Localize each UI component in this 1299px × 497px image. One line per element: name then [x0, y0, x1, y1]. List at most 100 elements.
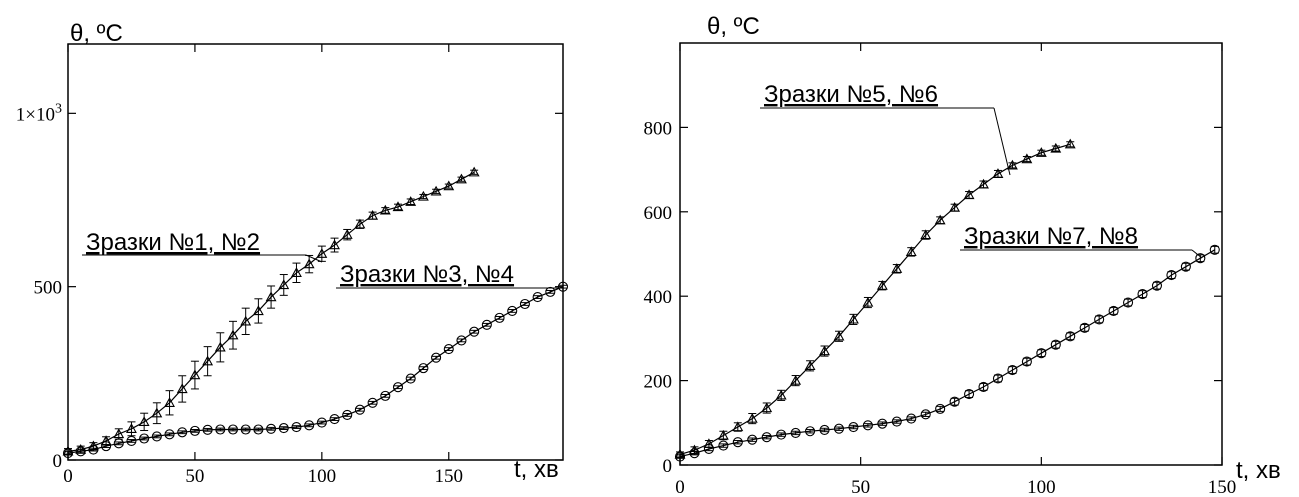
chart-right: θ, ºC t, хв 0 200 400 600 800 0 50 100 150 Зраз…	[644, 13, 1281, 497]
data-point-triangle	[1035, 147, 1047, 157]
data-point-circle	[291, 422, 302, 433]
data-point-circle	[964, 389, 975, 400]
data-point-circle	[1036, 348, 1047, 359]
data-point-circle	[113, 438, 124, 449]
data-point-circle	[747, 434, 758, 445]
data-point-circle	[557, 281, 569, 292]
data-point-circle	[877, 418, 888, 429]
x-tick-label: 100	[1027, 477, 1056, 497]
annotation-pointer-5-6	[993, 107, 1011, 176]
chart-left: θ, ºC t, хв 0 500 1×103 0 50 100 150 Зразки №…	[16, 20, 569, 487]
y-tick-label: 0	[53, 451, 63, 472]
data-point-circle	[848, 421, 859, 433]
data-point-circle	[75, 446, 86, 457]
data-point-circle	[1007, 364, 1018, 376]
data-point-triangle	[833, 330, 845, 341]
data-point-triangle	[430, 185, 442, 196]
annotation-samples-1-2: Зразки №1, №2	[86, 229, 260, 256]
data-point-circle	[304, 420, 315, 431]
data-point-triangle	[804, 360, 816, 370]
data-point-triangle	[920, 229, 932, 240]
x-tick-label: 150	[435, 466, 464, 487]
data-point-circle	[790, 427, 801, 438]
data-point-triangle	[291, 267, 302, 277]
data-point-circle	[906, 413, 917, 424]
data-point-triangle	[443, 180, 455, 191]
series-line	[679, 143, 1071, 455]
data-point-triangle	[113, 428, 125, 439]
data-point-circle	[732, 437, 743, 448]
data-point-circle	[920, 409, 931, 420]
data-point-circle	[354, 404, 365, 415]
data-point-triangle	[732, 421, 744, 432]
y-tick-label: 200	[644, 372, 673, 393]
data-point-circle	[1180, 261, 1191, 272]
series-line	[679, 249, 1216, 458]
data-point-circle	[392, 382, 404, 393]
data-point-triangle	[405, 196, 417, 206]
data-point-triangle	[775, 389, 787, 400]
data-point-circle	[1166, 270, 1177, 281]
data-point-triangle	[189, 369, 201, 380]
data-point-circle	[1021, 356, 1032, 367]
series-left	[62, 166, 569, 459]
data-point-triangle	[240, 315, 252, 326]
data-point-triangle	[252, 305, 264, 316]
data-point-triangle	[126, 423, 137, 433]
y-tick-label: 400	[644, 287, 673, 308]
y-ticks-right: 0 200 400 600 800	[644, 118, 1222, 477]
data-point-triangle	[392, 201, 404, 212]
data-point-triangle	[1006, 159, 1018, 170]
data-point-circle	[215, 424, 226, 435]
series-line	[67, 171, 475, 452]
data-point-circle	[151, 431, 162, 442]
data-point-triangle	[819, 345, 830, 356]
data-point-triangle	[265, 291, 277, 302]
data-point-circle	[761, 432, 772, 443]
data-point-triangle	[278, 279, 290, 290]
data-point-triangle	[456, 173, 467, 184]
data-point-circle	[862, 420, 873, 431]
data-point-circle	[1123, 297, 1134, 308]
data-point-circle	[139, 433, 150, 444]
annotation-pointer-1-2	[305, 254, 323, 263]
data-point-circle	[674, 451, 686, 462]
data-point-triangle	[151, 407, 163, 418]
data-point-triangle	[1021, 153, 1033, 164]
data-point-circle	[126, 435, 137, 446]
data-point-triangle	[891, 263, 903, 273]
data-point-circle	[164, 429, 175, 440]
data-point-circle	[935, 403, 946, 414]
x-ticks-left: 0 50 100 150	[63, 44, 463, 487]
data-point-triangle	[303, 258, 315, 269]
annotation-pointer-7-8	[1191, 249, 1203, 259]
series-circles	[674, 244, 1220, 462]
data-point-circle	[380, 390, 391, 401]
x-axis-label-left: t, хв	[514, 456, 559, 483]
data-point-circle	[689, 448, 700, 459]
plot-frame-right	[679, 42, 1223, 466]
data-point-triangle	[367, 209, 379, 220]
series-line	[67, 286, 564, 454]
data-point-triangle	[963, 189, 975, 200]
data-point-triangle	[862, 296, 874, 307]
data-point-circle	[545, 286, 556, 297]
data-point-circle	[253, 424, 264, 435]
series-triangles	[674, 138, 1076, 459]
x-tick-label: 150	[1208, 477, 1237, 497]
data-point-triangle	[717, 429, 729, 440]
y-tick-label: 1×103	[16, 101, 62, 125]
data-point-circle	[456, 335, 467, 346]
data-point-circle	[819, 424, 830, 436]
data-point-circle	[833, 423, 845, 434]
data-point-triangle	[341, 229, 353, 239]
annotation-samples-7-8: Зразки №7, №8	[964, 223, 1138, 250]
data-point-triangle	[876, 280, 888, 290]
data-point-circle	[316, 417, 327, 428]
y-tick-label: 800	[644, 118, 673, 139]
x-tick-label: 0	[675, 477, 685, 497]
y-tick-label: 500	[34, 278, 63, 299]
data-point-triangle	[934, 214, 946, 225]
data-point-circle	[177, 427, 188, 438]
